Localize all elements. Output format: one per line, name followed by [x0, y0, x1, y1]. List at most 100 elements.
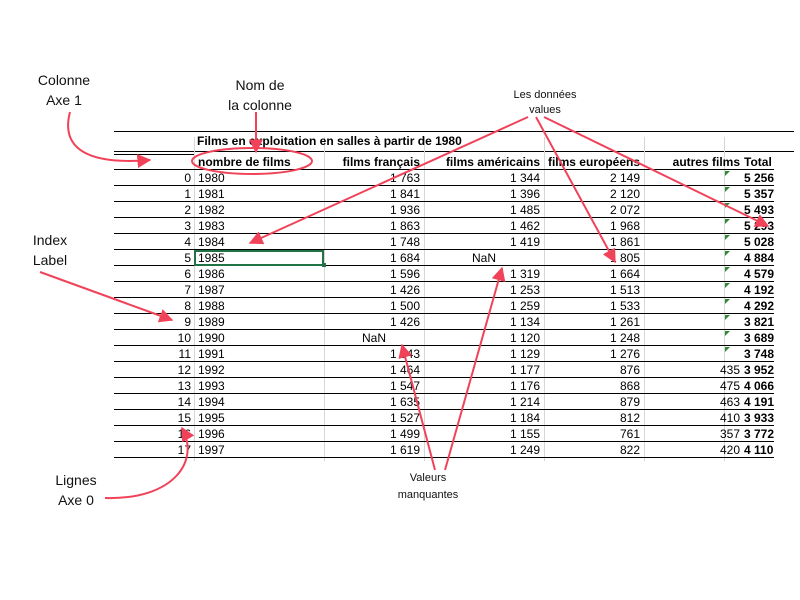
films-francais-cell[interactable]: 1 635 — [324, 394, 424, 410]
total-cell[interactable]: 3 933 — [744, 411, 774, 426]
autres-films-cell[interactable] — [644, 170, 744, 186]
films-europeens-cell[interactable]: 879 — [544, 394, 644, 410]
index-label[interactable]: 1 — [114, 186, 194, 202]
autres-films-cell[interactable] — [644, 282, 744, 298]
films-francais-cell[interactable]: 1 748 — [324, 234, 424, 250]
films-francais-cell[interactable]: 1 936 — [324, 202, 424, 218]
index-label[interactable]: 13 — [114, 378, 194, 394]
films-americains-cell[interactable]: 1 344 — [424, 170, 544, 186]
year-cell[interactable]: 1982 — [194, 202, 324, 218]
films-francais-cell[interactable]: 1 596 — [324, 266, 424, 282]
films-europeens-cell[interactable]: 2 072 — [544, 202, 644, 218]
index-label[interactable]: 9 — [114, 314, 194, 330]
autres-films-cell[interactable] — [644, 186, 744, 202]
total-cell[interactable]: 4 191 — [744, 395, 774, 410]
films-americains-cell[interactable]: 1 129 — [424, 346, 544, 362]
total-cell[interactable]: 5 357 — [744, 187, 774, 202]
films-americains-cell[interactable]: 1 155 — [424, 426, 544, 442]
selection-fill-handle[interactable] — [322, 263, 326, 267]
index-label[interactable]: 6 — [114, 266, 194, 282]
year-cell[interactable]: 1994 — [194, 394, 324, 410]
autres-films-cell[interactable] — [644, 346, 744, 362]
films-europeens-cell[interactable]: 822 — [544, 442, 644, 458]
films-americains-cell[interactable]: 1 177 — [424, 362, 544, 378]
films-francais-cell[interactable]: 1 499 — [324, 426, 424, 442]
year-cell[interactable]: 1991 — [194, 346, 324, 362]
year-cell[interactable]: 1984 — [194, 234, 324, 250]
films-europeens-cell[interactable]: 1 533 — [544, 298, 644, 314]
autres-films-cell[interactable] — [644, 218, 744, 234]
year-cell[interactable]: 1986 — [194, 266, 324, 282]
total-cell[interactable]: 3 952 — [744, 363, 774, 378]
year-cell[interactable]: 1985 — [194, 250, 324, 266]
films-europeens-cell[interactable]: 2 120 — [544, 186, 644, 202]
index-label[interactable]: 10 — [114, 330, 194, 346]
films-americains-cell[interactable]: 1 184 — [424, 410, 544, 426]
year-cell[interactable]: 1995 — [194, 410, 324, 426]
films-americains-cell[interactable]: 1 462 — [424, 218, 544, 234]
year-cell[interactable]: 1993 — [194, 378, 324, 394]
autres-films-cell[interactable] — [644, 314, 744, 330]
autres-films-cell[interactable] — [644, 298, 744, 314]
films-francais-cell[interactable]: 1 426 — [324, 282, 424, 298]
films-francais-cell[interactable]: 1 426 — [324, 314, 424, 330]
films-americains-cell[interactable]: 1 259 — [424, 298, 544, 314]
autres-films-cell[interactable]: 463 — [644, 394, 744, 410]
autres-films-cell[interactable]: 475 — [644, 378, 744, 394]
year-cell[interactable]: 1981 — [194, 186, 324, 202]
films-europeens-cell[interactable]: 2 149 — [544, 170, 644, 186]
header-films-americains[interactable]: films américains — [424, 154, 544, 170]
index-label[interactable]: 4 — [114, 234, 194, 250]
films-americains-cell[interactable]: 1 120 — [424, 330, 544, 346]
films-francais-cell[interactable]: 1 863 — [324, 218, 424, 234]
films-francais-cell[interactable]: 1 500 — [324, 298, 424, 314]
index-label[interactable]: 3 — [114, 218, 194, 234]
films-europeens-cell[interactable]: 1 805 — [544, 250, 644, 266]
autres-films-cell[interactable] — [644, 266, 744, 282]
total-cell[interactable]: 4 110 — [744, 443, 774, 458]
films-europeens-cell[interactable]: 1 513 — [544, 282, 644, 298]
films-francais-cell[interactable]: 1 527 — [324, 410, 424, 426]
index-label[interactable]: 14 — [114, 394, 194, 410]
films-europeens-cell[interactable]: 761 — [544, 426, 644, 442]
total-cell[interactable]: 4 579 — [744, 267, 774, 282]
films-europeens-cell[interactable]: 1 248 — [544, 330, 644, 346]
films-americains-cell[interactable]: 1 419 — [424, 234, 544, 250]
year-cell[interactable]: 1989 — [194, 314, 324, 330]
films-francais-cell[interactable]: 1 684 — [324, 250, 424, 266]
year-cell[interactable]: 1988 — [194, 298, 324, 314]
films-francais-cell[interactable]: NaN — [324, 330, 424, 346]
films-francais-cell[interactable]: 1 763 — [324, 170, 424, 186]
header-nombre-de-films[interactable]: nombre de films — [194, 154, 324, 170]
films-americains-cell[interactable]: 1 176 — [424, 378, 544, 394]
year-cell[interactable]: 1997 — [194, 442, 324, 458]
autres-films-cell[interactable] — [644, 330, 744, 346]
films-americains-cell[interactable]: 1 249 — [424, 442, 544, 458]
index-label[interactable]: 15 — [114, 410, 194, 426]
films-americains-cell[interactable]: 1 214 — [424, 394, 544, 410]
total-cell[interactable]: 3 772 — [744, 427, 774, 442]
films-europeens-cell[interactable]: 1 664 — [544, 266, 644, 282]
index-label[interactable]: 7 — [114, 282, 194, 298]
autres-films-cell[interactable] — [644, 202, 744, 218]
autres-films-cell[interactable]: 357 — [644, 426, 744, 442]
films-americains-cell[interactable]: 1 319 — [424, 266, 544, 282]
total-cell[interactable]: 4 292 — [744, 299, 774, 314]
total-cell[interactable]: 5 256 — [744, 171, 774, 186]
films-europeens-cell[interactable]: 1 861 — [544, 234, 644, 250]
films-francais-cell[interactable]: 1 841 — [324, 186, 424, 202]
total-cell[interactable]: 3 821 — [744, 315, 774, 330]
autres-films-cell[interactable] — [644, 250, 744, 266]
films-francais-cell[interactable]: 1 464 — [324, 362, 424, 378]
films-europeens-cell[interactable]: 812 — [544, 410, 644, 426]
year-cell[interactable]: 1996 — [194, 426, 324, 442]
header-total[interactable]: Total — [744, 154, 774, 170]
films-francais-cell[interactable]: 1 619 — [324, 442, 424, 458]
films-americains-cell[interactable]: NaN — [424, 250, 544, 266]
header-films-francais[interactable]: films français — [324, 154, 424, 170]
index-label[interactable]: 11 — [114, 346, 194, 362]
total-cell[interactable]: 3 689 — [744, 331, 774, 346]
year-cell[interactable]: 1992 — [194, 362, 324, 378]
autres-films-cell[interactable]: 420 — [644, 442, 744, 458]
films-americains-cell[interactable]: 1 485 — [424, 202, 544, 218]
